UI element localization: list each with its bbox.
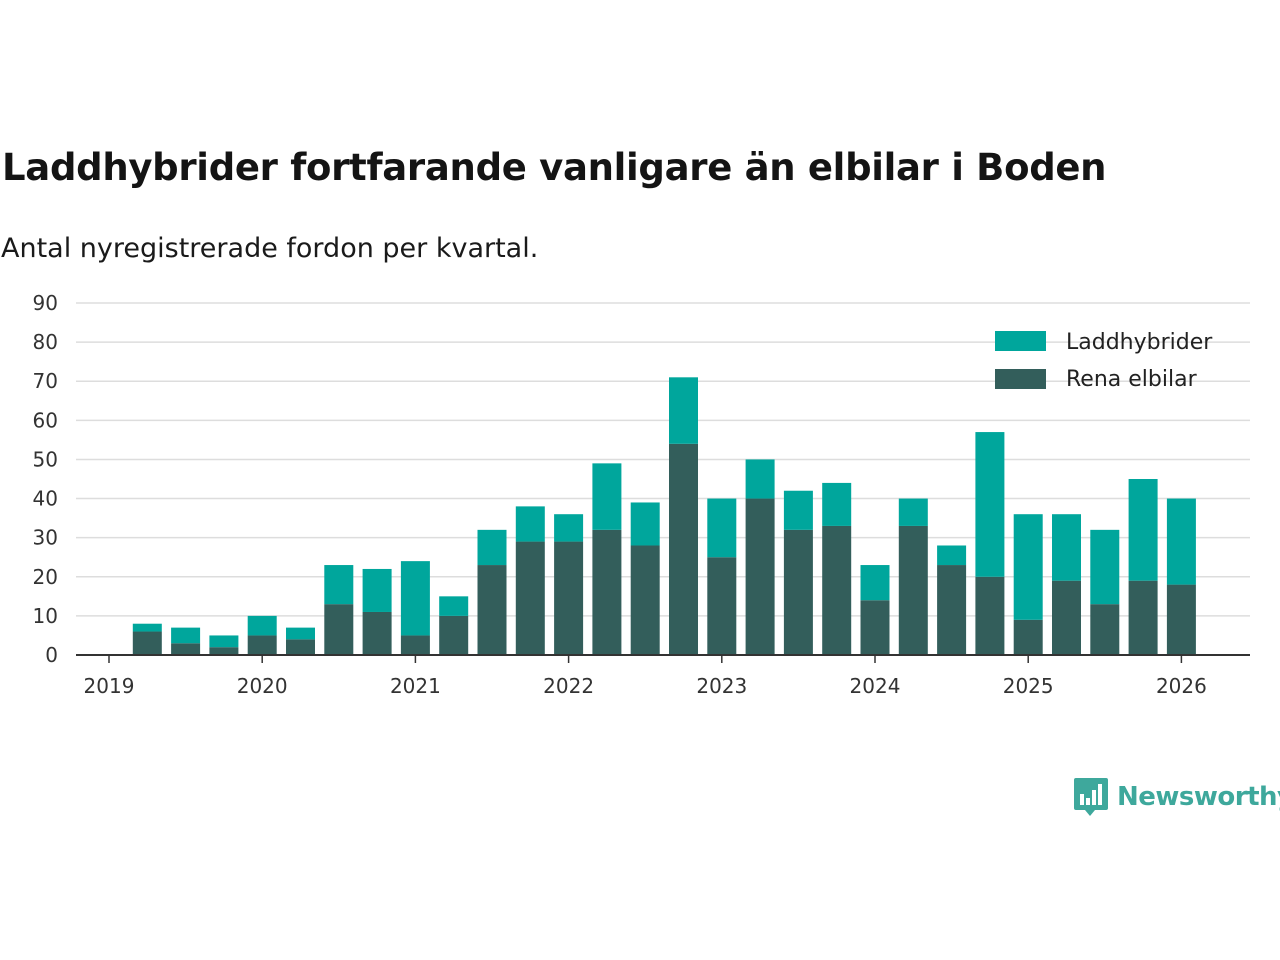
bar-laddhybrider [1166, 498, 1196, 585]
bar-laddhybrider [171, 627, 201, 644]
bar-rena-elbilar [132, 631, 162, 655]
gridlines [76, 302, 1250, 617]
bar-rena-elbilar [1166, 584, 1196, 655]
bar-laddhybrider [515, 506, 545, 542]
x-tick-label: 2024 [850, 674, 901, 698]
bar-rena-elbilar [515, 541, 545, 655]
bar-rena-elbilar [592, 529, 622, 655]
bar-laddhybrider [669, 377, 698, 444]
bar-rena-elbilar [439, 615, 469, 655]
bar-laddhybrider [132, 623, 162, 632]
bar-rena-elbilar [937, 565, 967, 655]
bar-laddhybrider [707, 498, 737, 558]
bar-rena-elbilar [898, 525, 928, 655]
bar-rena-elbilar [1013, 619, 1043, 655]
y-tick-label: 30 [33, 526, 58, 550]
bar-laddhybrider [1090, 529, 1120, 605]
axes: 0 10 20 30 40 50 60 70 80 90 2019 2020 2021 2022 2023 2… [33, 291, 1250, 698]
bar-laddhybrider [975, 432, 1005, 577]
brand-name: Newsworthy [1117, 782, 1280, 812]
bar-laddhybrider [477, 529, 507, 566]
bars [132, 377, 1196, 655]
y-tick-label: 70 [33, 369, 58, 393]
x-tick-label: 2020 [237, 674, 288, 698]
legend-label-laddhybrider: Laddhybrider [1066, 330, 1213, 355]
x-tick-label: 2023 [696, 674, 747, 698]
y-tick-label: 20 [33, 565, 58, 589]
bar-laddhybrider [400, 561, 430, 636]
y-tick-label: 80 [33, 330, 58, 354]
chart-title: Laddhybrider fortfarande vanligare än el… [2, 146, 1107, 189]
y-tick-label: 40 [33, 487, 58, 511]
bar-laddhybrider [1128, 479, 1158, 581]
bar-rena-elbilar [707, 557, 737, 655]
bar-rena-elbilar [171, 643, 201, 655]
bar-rena-elbilar [745, 498, 775, 655]
x-tick-label: 2022 [543, 674, 594, 698]
bar-rena-elbilar [362, 611, 392, 655]
chart-subtitle: Antal nyregistrerade fordon per kvartal. [1, 233, 539, 264]
bar-laddhybrider [783, 490, 813, 530]
legend-label-rena-elbilar: Rena elbilar [1066, 367, 1198, 392]
bar-laddhybrider [937, 545, 967, 566]
newsworthy-logo-icon [1074, 778, 1108, 816]
bar-rena-elbilar [822, 525, 852, 655]
x-tick-label: 2026 [1156, 674, 1207, 698]
bar-laddhybrider [209, 635, 239, 648]
bar-laddhybrider [1052, 514, 1081, 581]
bar-rena-elbilar [554, 541, 584, 655]
y-tick-label: 10 [33, 604, 58, 628]
y-tick-label: 60 [33, 408, 58, 432]
bar-laddhybrider [324, 565, 354, 605]
bar-laddhybrider [898, 498, 928, 526]
bar-laddhybrider [286, 627, 315, 640]
bar-laddhybrider [822, 482, 852, 526]
bar-laddhybrider [439, 596, 469, 616]
y-tick-label: 90 [33, 291, 58, 315]
legend-swatch-rena-elbilar [995, 369, 1046, 389]
bar-laddhybrider [745, 459, 775, 499]
bar-rena-elbilar [1128, 580, 1158, 655]
bar-rena-elbilar [783, 529, 813, 655]
bar-rena-elbilar [400, 635, 430, 655]
x-tick-label: 2019 [84, 674, 135, 698]
bar-rena-elbilar [286, 639, 315, 655]
bar-rena-elbilar [860, 600, 890, 655]
bar-rena-elbilar [247, 635, 277, 655]
bar-rena-elbilar [1052, 580, 1081, 655]
newsworthy-logo: Newsworthy [1073, 777, 1280, 817]
bar-laddhybrider [630, 502, 660, 546]
bar-rena-elbilar [630, 545, 660, 655]
bar-rena-elbilar [669, 443, 698, 655]
legend: Laddhybrider Rena elbilar [995, 330, 1213, 392]
legend-swatch-laddhybrider [995, 331, 1046, 351]
y-tick-label: 50 [33, 447, 58, 471]
bar-laddhybrider [554, 514, 584, 542]
bar-laddhybrider [1013, 514, 1043, 620]
bar-laddhybrider [860, 565, 890, 601]
y-tick-label: 0 [45, 643, 58, 667]
bar-rena-elbilar [209, 647, 239, 655]
bar-rena-elbilar [477, 565, 507, 655]
x-tick-label: 2021 [390, 674, 441, 698]
bar-laddhybrider [247, 615, 277, 636]
bar-rena-elbilar [324, 604, 354, 655]
bar-rena-elbilar [1090, 604, 1120, 655]
bar-rena-elbilar [975, 576, 1005, 655]
bar-laddhybrider [592, 463, 622, 530]
bar-laddhybrider [362, 568, 392, 612]
x-tick-label: 2025 [1003, 674, 1054, 698]
